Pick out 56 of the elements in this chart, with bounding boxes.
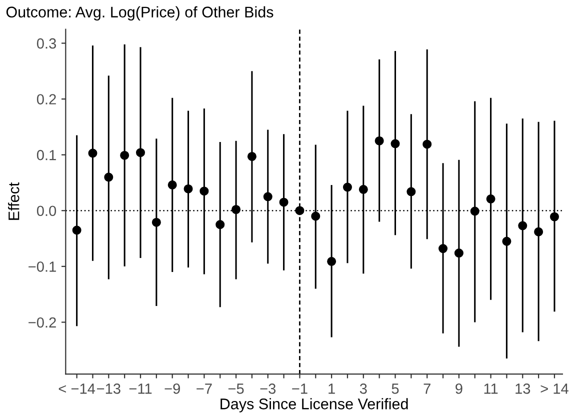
x-tick-label: 7 [424,384,430,394]
point [104,172,114,182]
y-tick-label: −0.2 [28,317,56,328]
point [358,184,368,194]
y-tick-label: 0.3 [36,38,56,49]
point [502,236,512,246]
x-tick-label: 1 [328,384,335,394]
y-tick-label: 0.0 [36,206,56,216]
x-tick-label: < −14 [58,384,96,394]
point [152,218,161,227]
chart-title: Outcome: Avg. Log(Price) of Other Bids [6,6,274,21]
point [247,152,256,161]
point [295,206,304,216]
x-tick-label: 11 [484,384,498,394]
point [72,226,82,235]
x-tick-label: 5 [392,384,399,394]
point [534,227,544,236]
point [454,248,464,258]
y-tick-label: −0.1 [28,262,56,272]
x-tick-label: −13 [97,384,120,394]
point [184,184,193,194]
point [200,186,209,196]
point [438,244,448,254]
x-tick-label: −7 [196,384,212,394]
point [486,194,496,204]
x-tick-label: −1 [292,384,308,394]
point [216,220,225,230]
point [390,139,400,148]
point [263,192,272,202]
point [120,150,130,160]
point [406,187,416,196]
x-tick-label: −3 [260,384,276,394]
x-tick-label: 3 [360,384,367,394]
y-axis-title: Effect [8,182,20,220]
point [136,148,146,158]
point [311,212,320,221]
point [550,212,559,222]
y-tick-label: 0.2 [36,94,56,104]
x-tick-label: −9 [164,384,180,394]
x-tick-label: 9 [456,384,462,394]
x-tick-label: −5 [228,384,244,394]
x-axis-title: Days Since License Verified [220,398,408,412]
point [342,182,352,192]
x-tick-label: > 14 [540,384,568,394]
point [518,221,528,230]
point [327,256,336,266]
y-tick-label: 0.1 [36,150,56,160]
point [422,140,432,149]
point [232,204,241,214]
x-tick-label: −11 [129,384,152,394]
x-tick-label: 13 [516,384,530,394]
point [374,136,384,146]
point [168,180,177,190]
point [279,198,288,207]
point [470,206,480,216]
point [88,148,98,158]
